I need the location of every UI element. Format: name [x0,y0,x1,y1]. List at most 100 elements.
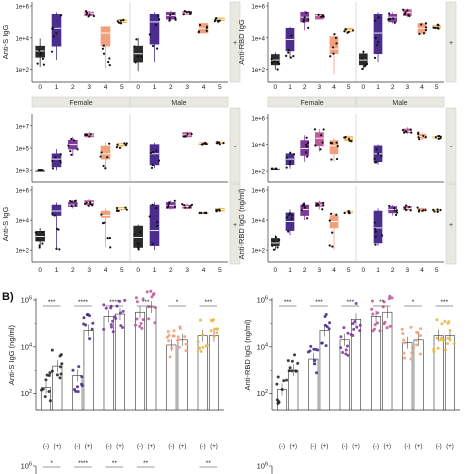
data-point [330,158,333,161]
box-chart: +1e+2 1e+4 1e+6 Anti-RBD IgG 0 1 2 3 4 5 0 1 2 3 4 5 [237,1,457,91]
data-point [210,319,214,323]
data-point [59,372,63,376]
box [329,33,339,75]
data-point [352,327,356,331]
data-point [412,346,416,350]
data-point [322,201,325,205]
data-point [113,315,117,319]
data-point [332,52,335,55]
data-point [133,233,136,236]
box-body [149,204,160,246]
x-tick-label: (-) [106,444,112,450]
data-point [409,357,413,361]
data-point [74,204,77,207]
data-point [365,62,369,66]
box [401,127,413,135]
box [432,208,442,213]
data-point [443,348,447,352]
data-point [302,20,305,23]
data-point [377,152,380,155]
data-point [320,134,323,137]
data-point [104,167,107,170]
data-point [324,344,328,348]
data-point [404,11,407,14]
data-point [405,130,408,133]
data-point [87,314,91,318]
data-point [424,28,428,32]
y-tick-label: 1e+6 [251,189,265,195]
data-point [273,60,276,63]
data-point [271,244,274,247]
data-point [45,373,49,377]
data-point [88,13,91,16]
data-point [58,248,61,251]
bar-pos [208,335,219,411]
data-point [184,349,188,353]
data-point [380,234,384,237]
box [432,134,442,140]
bar-pair: (-) (+) ** [370,294,394,450]
data-point [90,327,94,331]
data-point [48,399,52,403]
data-point [216,142,219,145]
data-point [358,323,362,327]
data-point [305,136,308,139]
data-point [387,18,390,21]
x-tick-label: 2 [71,267,75,274]
data-point [403,341,407,345]
data-point [84,9,88,13]
data-point [215,17,218,20]
data-point [416,331,420,335]
y-tick-label: 1e+2 [251,249,265,255]
x-tick-label: (-) [168,444,174,450]
box [417,131,427,141]
data-point [108,57,111,60]
box [215,207,225,213]
data-point [102,52,106,55]
data-point [118,21,121,24]
data-point [436,208,439,211]
data-point [152,151,155,154]
data-point [102,44,105,47]
data-point [287,230,290,233]
box [314,13,325,20]
data-point [448,329,452,333]
x-tick-label: 0 [274,267,278,274]
x-tick-label: 5 [120,267,124,274]
box [343,210,353,215]
data-point [402,338,406,342]
data-point [204,142,207,146]
sig-label: *** [347,299,355,306]
data-point [178,326,182,330]
bar-pair: (-) (+) * [400,299,424,450]
x-tick-label: 5 [347,84,351,91]
sig-label: *** [441,299,449,306]
box [213,17,225,23]
box [432,23,441,30]
data-point [167,333,171,337]
data-point [343,136,346,139]
data-point [408,205,411,209]
data-point [339,346,343,350]
data-point [39,53,42,56]
bar-neg [339,339,350,411]
data-point [422,209,425,212]
x-tick-label: (+) [210,444,218,450]
box [51,149,62,171]
box [182,131,193,138]
data-point [354,302,358,306]
data-point [172,334,176,338]
data-point [374,243,377,246]
data-point [137,248,140,251]
data-point [432,26,435,29]
box [270,167,280,171]
x-tick-label: 2 [303,84,307,91]
box [35,38,46,67]
data-point [420,23,423,26]
x-tick-label: 1 [153,84,157,91]
x-tick-label: 1 [55,84,59,91]
data-point [174,18,177,21]
data-point [154,23,157,27]
box [166,10,177,22]
